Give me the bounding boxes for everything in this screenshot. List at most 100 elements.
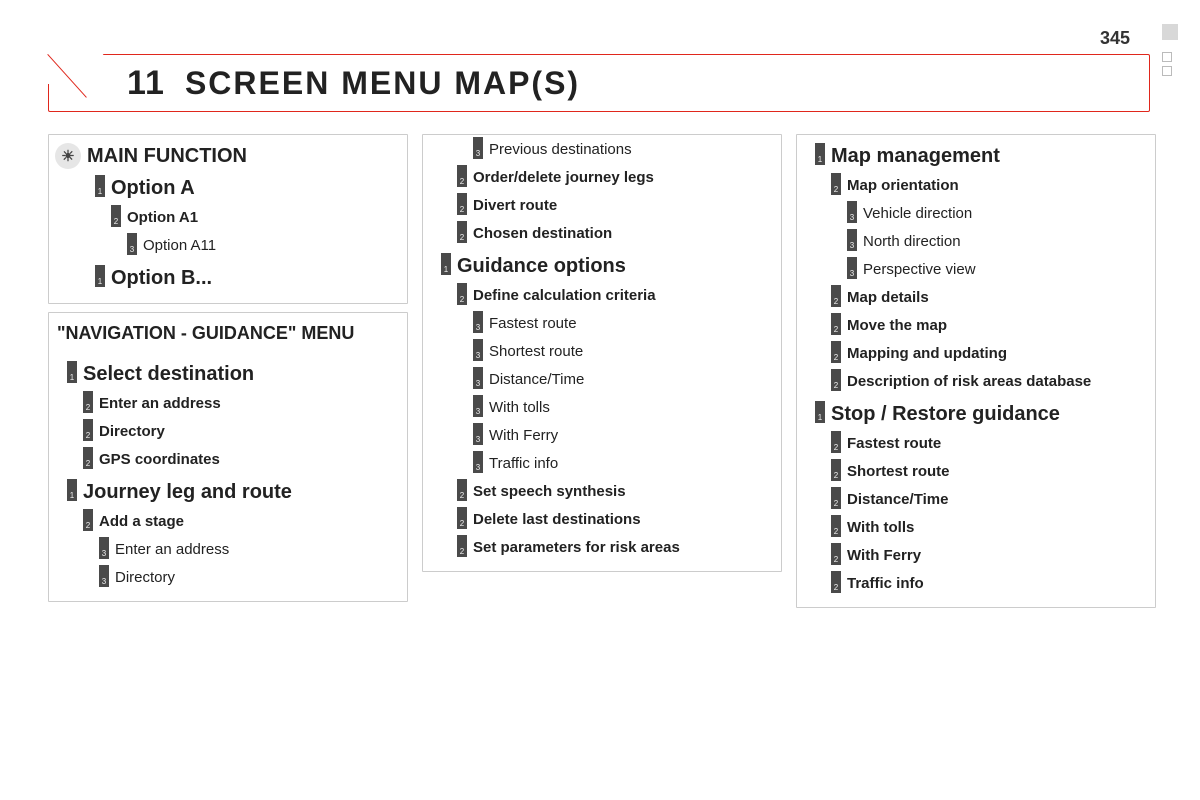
menu-item-level-1: 1 Stop / Restore guidance: [803, 401, 1149, 427]
menu-item-level-2: 2Directory: [55, 419, 401, 445]
menu-item-level-3: 3 Distance/Time: [429, 367, 775, 393]
menu-item-label: With Ferry: [847, 543, 921, 569]
menu-item-level-2: 2Add a stage: [55, 509, 401, 535]
level-tag: 1: [95, 175, 105, 197]
column-3-list: 1Map management2Map orientation3Vehicle …: [803, 143, 1149, 597]
menu-item-label: Mapping and updating: [847, 341, 1007, 367]
level-tag: 2: [831, 285, 841, 307]
level-tag: 2: [831, 431, 841, 453]
menu-item-label: Map orientation: [847, 173, 959, 199]
menu-item-level-2: 2 Order/delete journey legs: [429, 165, 775, 191]
level-tag: 3: [99, 565, 109, 587]
main-function-section: ☀ MAIN FUNCTION 1Option A2Option A13Opti…: [48, 134, 408, 304]
level-tag: 2: [831, 543, 841, 565]
page-root: 345 11 SCREEN MENU MAP(S) ☀ MAIN FUNCTIO…: [0, 0, 1200, 800]
menu-item-label: Map details: [847, 285, 929, 311]
level-tag: 3: [847, 229, 857, 251]
menu-item-label: Order/delete journey legs: [473, 165, 654, 191]
menu-item-label: Distance/Time: [489, 367, 584, 393]
menu-item-level-2: 2GPS coordinates: [55, 447, 401, 473]
level-tag: 2: [457, 283, 467, 305]
level-tag: 1: [67, 361, 77, 383]
menu-item-level-2: 2 With tolls: [803, 515, 1149, 541]
level-tag: 3: [99, 537, 109, 559]
menu-item-level-2: 2Set parameters for risk areas: [429, 535, 775, 561]
menu-item-level-2: 2Shortest route: [803, 459, 1149, 485]
level-tag: 2: [831, 571, 841, 593]
main-function-title: MAIN FUNCTION: [87, 145, 247, 168]
menu-item-label: Directory: [115, 565, 175, 591]
menu-item-label: Move the map: [847, 313, 947, 339]
side-decoration: [1162, 24, 1178, 80]
column-1: ☀ MAIN FUNCTION 1Option A2Option A13Opti…: [48, 134, 408, 608]
menu-item-label: Chosen destination: [473, 221, 612, 247]
menu-item-level-2: 2 With Ferry: [803, 543, 1149, 569]
menu-item-level-1: 1 Select destination: [55, 361, 401, 387]
level-tag: 3: [473, 451, 483, 473]
menu-item-level-2: 2 Map orientation: [803, 173, 1149, 199]
main-function-list: 1 Option A 2 Option A13Option A11 1Option B.…: [55, 175, 401, 291]
menu-item-label: Traffic info: [847, 571, 924, 597]
menu-item-level-1: 1Guidance options: [429, 253, 775, 279]
level-tag: 3: [473, 367, 483, 389]
menu-item-label: With tolls: [847, 515, 914, 541]
deco-square-outline: [1162, 52, 1172, 62]
menu-item-label: Enter an address: [99, 391, 221, 417]
deco-square-solid: [1162, 24, 1178, 40]
nav-guidance-section: "NAVIGATION - GUIDANCE" MENU 1 Select des…: [48, 312, 408, 602]
level-tag: 1: [67, 479, 77, 501]
menu-item-label: Shortest route: [489, 339, 583, 365]
menu-item-level-3: 3 Perspective view: [803, 257, 1149, 283]
level-tag: 2: [831, 459, 841, 481]
menu-item-label: Option A1: [127, 205, 198, 231]
menu-item-level-3: 3Fastest route: [429, 311, 775, 337]
menu-item-label: Stop / Restore guidance: [831, 401, 1060, 426]
menu-item-level-2: 2 Map details: [803, 285, 1149, 311]
nav-guidance-header: "NAVIGATION - GUIDANCE" MENU: [55, 319, 401, 355]
level-tag: 2: [831, 369, 841, 391]
menu-item-label: Guidance options: [457, 253, 626, 278]
menu-item-level-1: 1 Option A: [55, 175, 401, 201]
menu-item-label: Enter an address: [115, 537, 229, 563]
level-tag: 2: [83, 419, 93, 441]
level-tag: 2: [831, 173, 841, 195]
level-tag: 3: [473, 311, 483, 333]
menu-item-level-3: 3 Shortest route: [429, 339, 775, 365]
menu-item-level-2: 2 Description of risk areas database: [803, 369, 1149, 395]
menu-item-level-2: 2 Option A1: [55, 205, 401, 231]
level-tag: 2: [111, 205, 121, 227]
menu-item-label: Description of risk areas database: [847, 369, 1091, 395]
level-tag: 3: [127, 233, 137, 255]
menu-item-level-3: 3North direction: [803, 229, 1149, 255]
menu-item-level-2: 2Set speech synthesis: [429, 479, 775, 505]
menu-item-label: With tolls: [489, 395, 550, 421]
level-tag: 3: [847, 257, 857, 279]
level-tag: 3: [473, 137, 483, 159]
menu-item-level-2: 2 Mapping and updating: [803, 341, 1149, 367]
menu-item-label: Option B...: [111, 265, 212, 290]
menu-item-label: Option A: [111, 175, 195, 200]
menu-item-label: Select destination: [83, 361, 254, 386]
level-tag: 1: [815, 401, 825, 423]
menu-item-level-3: 3Previous destinations: [429, 137, 775, 163]
menu-item-level-3: 3Option A11: [55, 233, 401, 259]
level-tag: 2: [457, 165, 467, 187]
chapter-header: 11 SCREEN MENU MAP(S): [48, 54, 1150, 124]
level-tag: 2: [457, 193, 467, 215]
level-tag: 2: [831, 487, 841, 509]
level-tag: 2: [457, 507, 467, 529]
menu-item-level-3: 3 Directory: [55, 565, 401, 591]
column-3: 1Map management2Map orientation3Vehicle …: [796, 134, 1156, 608]
level-tag: 2: [831, 341, 841, 363]
menu-item-label: Distance/Time: [847, 487, 948, 513]
menu-item-level-2: 2Enter an address: [55, 391, 401, 417]
level-tag: 3: [473, 339, 483, 361]
level-tag: 3: [473, 423, 483, 445]
menu-item-level-1: 1Map management: [803, 143, 1149, 169]
level-tag: 2: [831, 515, 841, 537]
menu-item-label: Perspective view: [863, 257, 976, 283]
menu-item-level-3: 3With Ferry: [429, 423, 775, 449]
menu-item-level-1: 1Journey leg and route: [55, 479, 401, 505]
menu-item-level-1: 1Option B...: [55, 265, 401, 291]
menu-item-label: Delete last destinations: [473, 507, 641, 533]
